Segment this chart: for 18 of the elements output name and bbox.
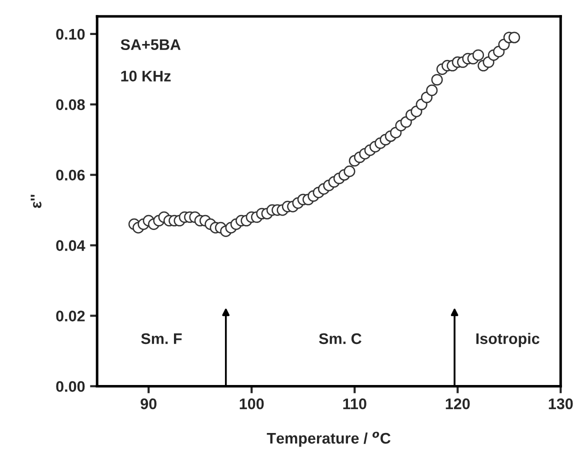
x-tick-label: 90 xyxy=(140,398,156,410)
y-tick-label: 0.04 xyxy=(56,240,86,251)
x-tick-label: 120 xyxy=(446,398,470,410)
x-axis-title: Temperature / $^{o}$C xyxy=(266,432,391,447)
y-tick-label: 0.06 xyxy=(56,170,85,181)
annotation: Isotropic xyxy=(476,332,540,348)
annotation: Sm. F xyxy=(141,333,182,344)
y-tick-label: 0.10 xyxy=(56,28,85,40)
x-tick-label: 130 xyxy=(548,398,573,410)
x-tick-label: 110 xyxy=(343,398,366,410)
annotation: Sm. C xyxy=(319,333,362,344)
y-axis-title: ε'' xyxy=(30,194,42,208)
x-tick-label: 100 xyxy=(240,398,264,410)
y-tick-label: 0.02 xyxy=(56,310,85,322)
annotation: 10 KHz xyxy=(121,70,171,82)
annotation: SA+5BA xyxy=(120,39,181,50)
y-tick-label: 0.08 xyxy=(56,99,85,110)
y-tick-label: 0.00 xyxy=(56,381,85,392)
